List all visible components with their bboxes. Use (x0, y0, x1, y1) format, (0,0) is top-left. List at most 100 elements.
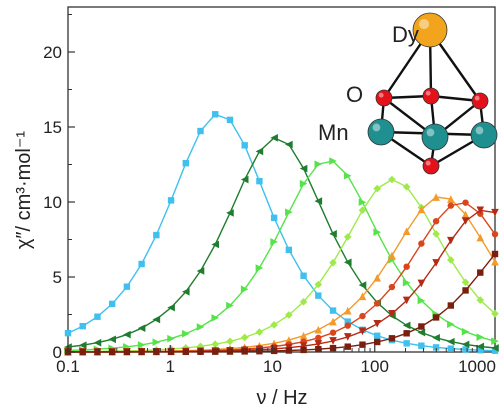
data-point (226, 348, 234, 355)
data-point (344, 343, 351, 350)
data-point (329, 329, 337, 336)
data-point (94, 313, 101, 320)
data-point (138, 260, 145, 268)
data-point (137, 341, 146, 349)
data-point (314, 325, 323, 334)
data-point (93, 338, 102, 347)
series-line (67, 160, 496, 352)
mn-atom-label: Mn (318, 120, 349, 145)
o-atom-label: O (346, 82, 363, 107)
data-point (123, 330, 131, 339)
data-point (314, 160, 323, 168)
data-point (447, 337, 455, 346)
data-point (418, 323, 425, 330)
data-point (462, 346, 469, 353)
data-point (402, 183, 411, 191)
x-tick-label: 100 (361, 357, 389, 376)
data-point (211, 340, 220, 349)
data-point (344, 318, 351, 325)
data-point (153, 231, 160, 239)
data-point (137, 324, 146, 332)
series-line (67, 178, 496, 353)
data-point (167, 197, 175, 204)
mn-atom (470, 121, 498, 149)
data-point (359, 312, 366, 320)
dy-atom-highlight (418, 18, 430, 30)
y-tick-label: 10 (43, 193, 62, 212)
data-point (417, 328, 426, 337)
data-point (94, 348, 101, 356)
data-point (447, 320, 455, 329)
data-point (418, 240, 425, 247)
data-point (491, 208, 499, 217)
data-point (226, 301, 234, 310)
data-point (447, 345, 455, 352)
data-point (300, 272, 307, 279)
data-point (403, 330, 410, 337)
y-axis-title: χ″/ cm³·mol⁻¹ (13, 131, 35, 249)
mn-atom-highlight (426, 128, 435, 137)
data-point (108, 300, 116, 308)
x-tick-label: 0.1 (56, 357, 80, 376)
y-tick-label: 15 (43, 118, 62, 137)
data-point (299, 164, 308, 173)
data-point (79, 322, 86, 330)
data-point (476, 296, 485, 304)
data-point (403, 263, 410, 270)
data-point (447, 256, 455, 264)
data-point (256, 177, 263, 185)
series-line (68, 196, 496, 353)
data-point (285, 140, 293, 149)
data-point (64, 329, 72, 337)
data-point (374, 300, 381, 307)
data-point (491, 250, 499, 258)
y-tick-label: 0 (53, 343, 62, 362)
data-point (432, 193, 440, 201)
data-point (343, 258, 352, 267)
data-point (240, 175, 249, 184)
data-point (418, 342, 425, 349)
x-tick-label: 1 (166, 357, 175, 376)
data-point (374, 338, 381, 346)
data-point (432, 217, 440, 225)
data-point (108, 335, 116, 344)
data-point (256, 347, 263, 355)
data-point (152, 338, 161, 347)
data-point (182, 348, 189, 356)
data-point (343, 233, 352, 241)
data-point (476, 333, 485, 341)
data-point (212, 111, 219, 118)
data-point (285, 208, 293, 216)
data-point (299, 342, 308, 350)
data-point (388, 251, 396, 260)
data-point (329, 258, 337, 267)
data-point (402, 278, 411, 287)
data-point (358, 292, 367, 301)
data-point (461, 278, 470, 287)
series-line (67, 209, 496, 353)
data-point (196, 323, 205, 331)
data-point (447, 302, 455, 309)
data-point (123, 283, 131, 290)
data-point (329, 344, 337, 352)
data-point (461, 217, 470, 225)
data-point (359, 341, 366, 348)
data-point (255, 147, 264, 156)
series-5 (64, 193, 499, 356)
data-point (417, 205, 426, 214)
data-point (240, 333, 249, 342)
data-point (358, 327, 367, 336)
o-atom-highlight (425, 90, 431, 96)
mn-atom-highlight (475, 126, 484, 135)
data-point (388, 335, 396, 342)
data-point (78, 341, 87, 350)
data-point (491, 337, 499, 345)
data-point (167, 303, 175, 312)
data-point (108, 348, 116, 356)
molecule-structure-inset: Dy O Mn (318, 12, 498, 175)
data-point (476, 342, 485, 351)
data-point (491, 309, 499, 318)
o-atom (422, 87, 440, 105)
data-point (211, 314, 220, 322)
